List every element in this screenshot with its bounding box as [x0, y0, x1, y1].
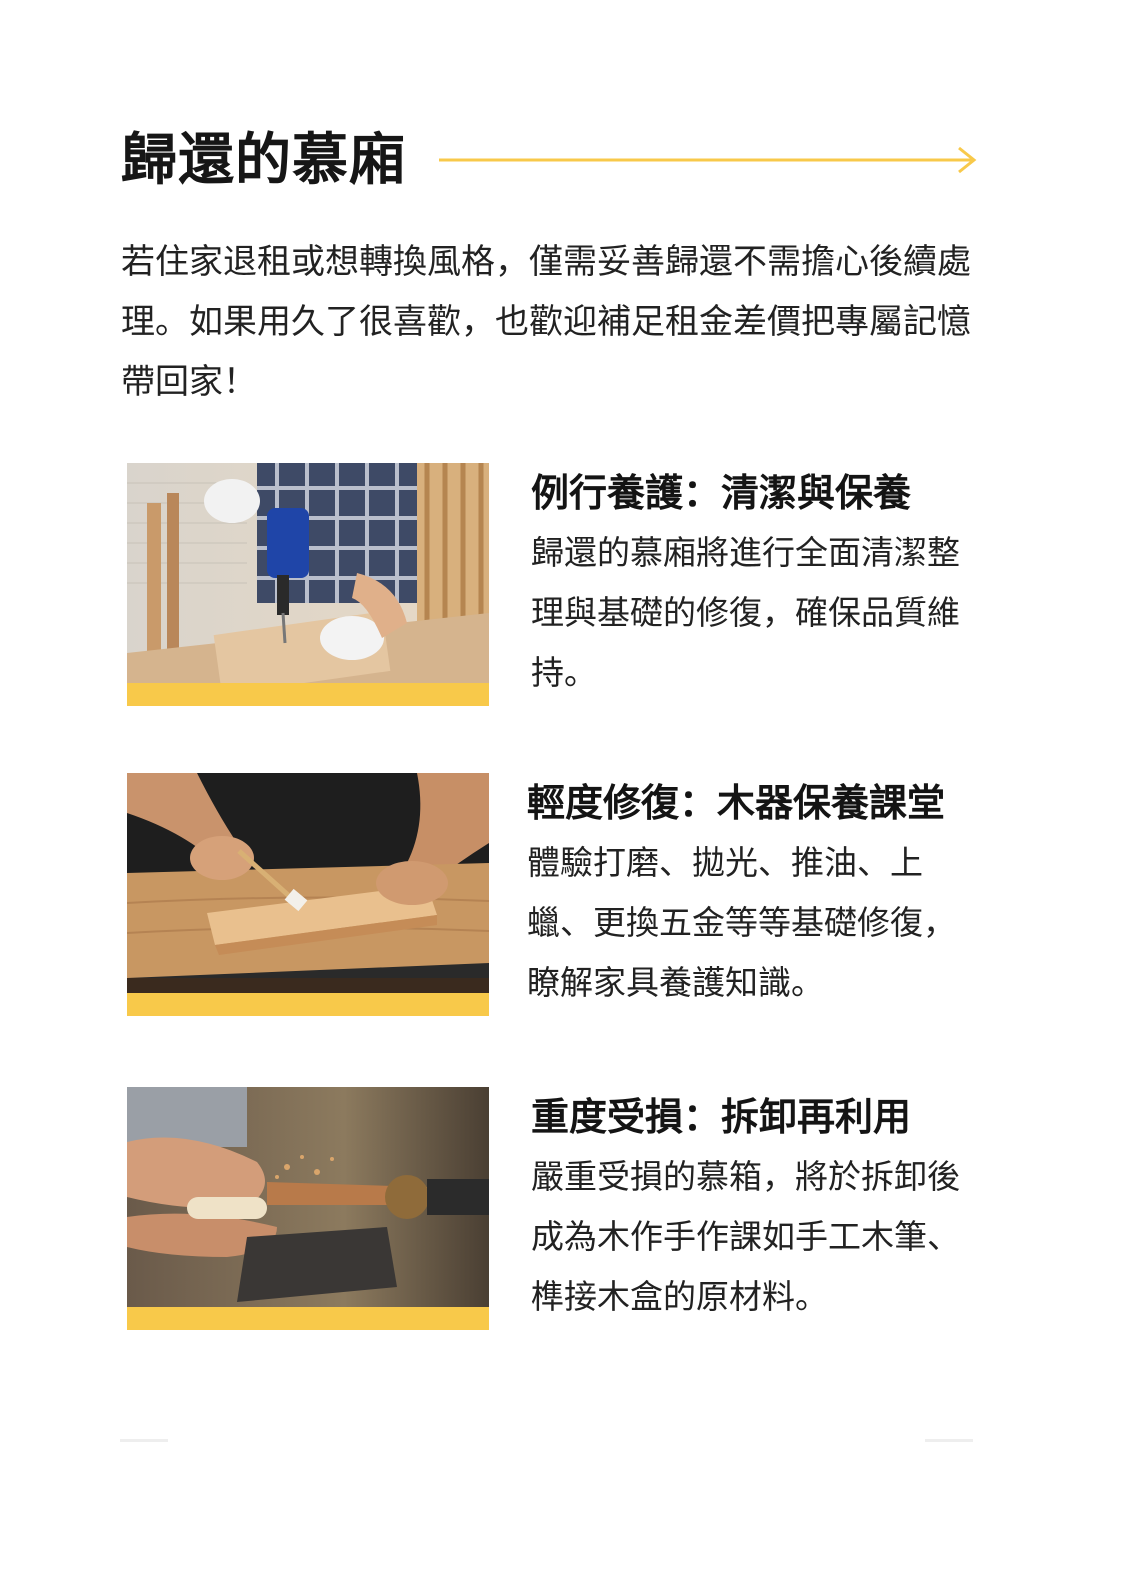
card-title: 輕度修復：木器保養課堂 — [527, 781, 946, 825]
photo-accent-bar — [127, 1307, 489, 1330]
wood-lathe-photo — [127, 1087, 489, 1307]
photo-accent-bar — [127, 993, 489, 1016]
brush-oiling-photo — [127, 773, 489, 993]
card-photo — [127, 463, 489, 706]
photo-accent-bar — [127, 683, 489, 706]
footer-divider-left — [120, 1439, 168, 1442]
card-routine-care: 例行養護：清潔與保養 歸還的慕廂將進行全面清潔整理與基礎的修復，確保品質維持。 — [127, 463, 982, 708]
card-photo — [127, 773, 489, 1016]
card-text: 體驗打磨、拋光、推油、上蠟、更換五金等等基礎修復，瞭解家具養護知識。 — [527, 843, 956, 1002]
page-title: 歸還的慕廂 — [121, 128, 406, 193]
card-title: 例行養護：清潔與保養 — [531, 471, 912, 515]
card-heavy-damage: 重度受損：拆卸再利用 嚴重受損的慕箱，將於拆卸後成為木作手作課如手工木筆、榫接木… — [127, 1087, 982, 1332]
footer-divider-right — [925, 1439, 973, 1442]
card-light-repair: 輕度修復：木器保養課堂 體驗打磨、拋光、推油、上蠟、更換五金等等基礎修復，瞭解家… — [127, 773, 982, 1018]
card-photo — [127, 1087, 489, 1330]
drill-woodwork-photo — [127, 463, 489, 683]
card-title: 重度受損：拆卸再利用 — [531, 1095, 912, 1139]
card-text: 歸還的慕廂將進行全面清潔整理與基礎的修復，確保品質維持。 — [531, 533, 960, 692]
arrow-right-icon — [439, 146, 977, 174]
card-text: 嚴重受損的慕箱，將於拆卸後成為木作手作課如手工木筆、榫接木盒的原材料。 — [531, 1157, 960, 1316]
title-row: 歸還的慕廂 — [121, 126, 981, 196]
intro-paragraph: 若住家退租或想轉換風格，僅需妥善歸還不需擔心後續處理。如果用久了很喜歡，也歡迎補… — [121, 242, 971, 402]
